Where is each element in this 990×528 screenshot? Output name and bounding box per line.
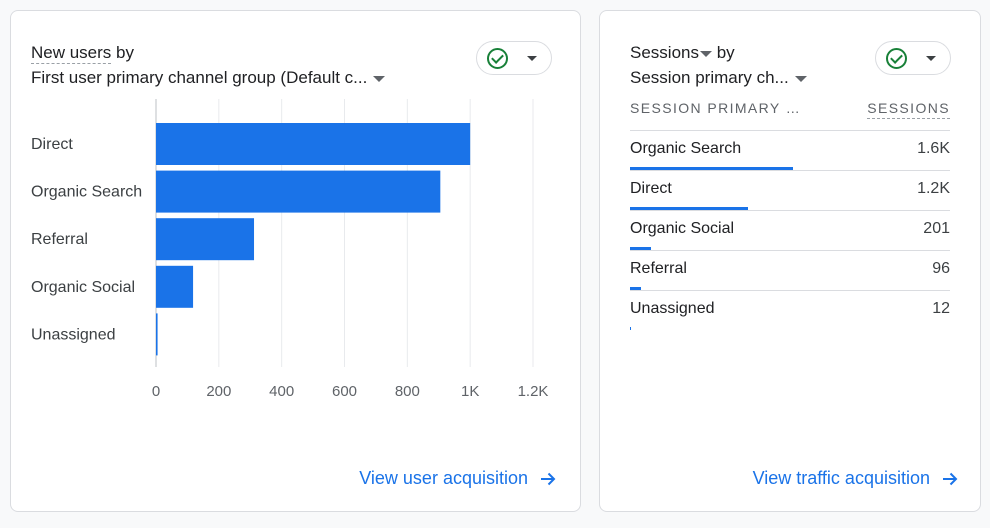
sessions-header-label: SESSIONS (867, 100, 950, 119)
title-by: by (716, 43, 735, 62)
table-row[interactable]: Direct 1.2K (630, 170, 950, 210)
metric-selector[interactable]: New users (31, 43, 112, 64)
bar-organic-social (156, 265, 194, 308)
view-user-acquisition-link[interactable]: View user acquisition (359, 468, 556, 489)
metric-selector[interactable]: Sessions (630, 43, 712, 62)
category-label: Unassigned (31, 326, 116, 343)
row-label: Referral (630, 260, 687, 277)
check-circle-icon (487, 47, 508, 69)
row-proportion-bar (630, 287, 642, 290)
category-label: Organic Search (31, 184, 142, 201)
caret-down-icon (373, 75, 386, 82)
card-title: Sessions by (630, 43, 735, 63)
bar-direct (156, 123, 471, 165)
x-tick-label: 800 (395, 383, 420, 400)
new-users-card: New users by First user primary channel … (10, 10, 581, 512)
row-proportion-bar (630, 207, 749, 210)
row-value: 1.6K (917, 140, 950, 157)
row-label: Unassigned (630, 300, 715, 317)
x-tick-label: 400 (269, 383, 294, 400)
dimension-label: Session primary ch... (630, 68, 789, 87)
comparison-pill[interactable] (875, 41, 951, 75)
check-circle-icon (886, 47, 907, 69)
column-header-sessions[interactable]: SESSIONS (867, 100, 950, 119)
arrow-right-icon (541, 472, 556, 485)
category-label: Organic Social (31, 279, 135, 296)
table-row[interactable]: Organic Social 201 (630, 210, 950, 250)
title-by: by (116, 43, 135, 62)
category-label: Direct (31, 136, 73, 153)
column-header-dimension[interactable]: SESSION PRIMARY … (630, 100, 802, 116)
row-proportion-bar (630, 327, 632, 330)
row-label: Organic Search (630, 140, 742, 157)
row-value: 12 (932, 300, 950, 317)
arrow-right-icon (943, 472, 958, 485)
row-value: 1.2K (917, 180, 950, 197)
new-users-bar-chart: 0 200 400 600 800 1K 1.2K Direct Organic Search R… (31, 99, 549, 400)
sessions-card: Sessions by Session primary ch... SESSIO… (599, 10, 981, 512)
caret-down-icon (794, 75, 807, 82)
card-title: New users by (31, 43, 135, 64)
dimension-selector[interactable]: Session primary ch... (630, 68, 807, 88)
row-label: Organic Social (630, 220, 735, 237)
x-tick-label: 600 (332, 383, 357, 400)
x-tick-label: 1.2K (518, 383, 549, 400)
comparison-pill[interactable] (476, 41, 552, 75)
table-row[interactable]: Unassigned 12 (630, 290, 950, 330)
caret-down-icon (527, 55, 537, 61)
table-row[interactable]: Organic Search 1.6K (630, 130, 950, 170)
x-tick-label: 200 (206, 383, 231, 400)
row-value: 96 (932, 260, 950, 277)
category-label: Referral (31, 231, 88, 248)
dimension-selector[interactable]: First user primary channel group (Defaul… (31, 68, 386, 88)
row-value: 201 (923, 220, 950, 237)
table-row[interactable]: Referral 96 (630, 250, 950, 290)
dimension-label: First user primary channel group (Defaul… (31, 68, 368, 87)
row-proportion-bar (630, 247, 651, 250)
link-label: View user acquisition (359, 468, 528, 488)
caret-down-icon (926, 55, 936, 61)
bar-organic-search (156, 170, 441, 213)
view-traffic-acquisition-link[interactable]: View traffic acquisition (753, 468, 958, 489)
link-label: View traffic acquisition (752, 468, 930, 488)
row-label: Direct (630, 180, 672, 197)
bar-referral (156, 218, 255, 261)
bar-unassigned (156, 313, 158, 356)
x-tick-label: 1K (461, 383, 479, 400)
caret-down-icon (699, 50, 712, 57)
row-proportion-bar (630, 167, 794, 170)
x-tick-label: 0 (152, 383, 160, 400)
metric-label: Sessions (630, 43, 699, 62)
